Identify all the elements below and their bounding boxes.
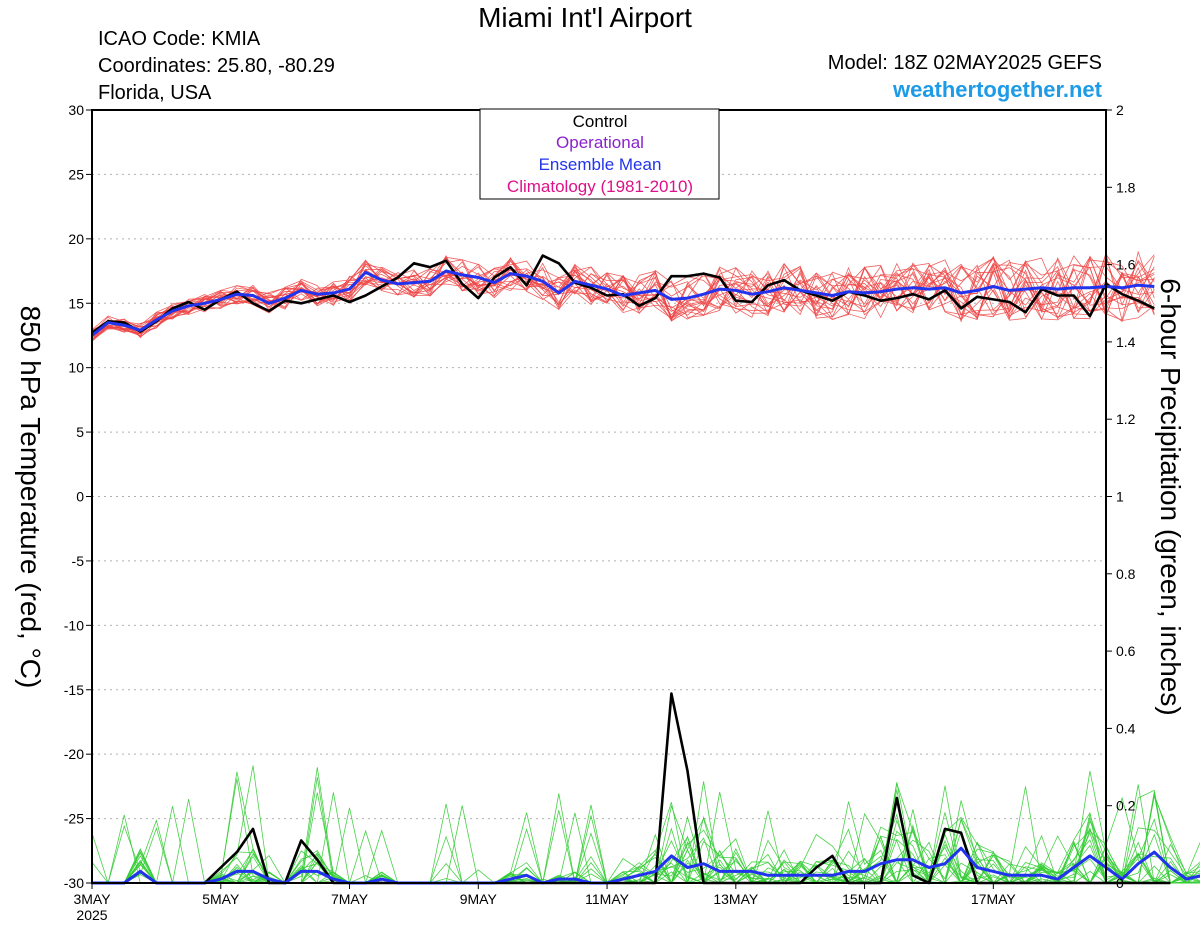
y-tick-label-right: 1.8: [1116, 179, 1136, 195]
ensemble-members-precipitation: [91, 765, 1200, 885]
model-run: Model: 18Z 02MAY2025 GEFS: [827, 52, 1102, 74]
x-tick-label: 3MAY: [73, 891, 111, 907]
y-tick-label-left: 5: [76, 424, 84, 440]
y-tick-label-left: -20: [64, 746, 84, 762]
coordinates: Coordinates: 25.80, -80.29: [98, 55, 335, 77]
precipitation-member-line: [92, 771, 1200, 885]
y-axis-label-left: 850 hPa Temperature (red, °C): [15, 305, 46, 689]
precipitation-member-line: [91, 777, 1200, 885]
temperature-member-line: [91, 254, 1155, 337]
y-tick-label-left: -15: [64, 682, 84, 698]
y-tick-label-left: 25: [68, 166, 84, 182]
temperature-member-line: [91, 263, 1155, 341]
y-tick-label-right: 1.4: [1116, 334, 1136, 350]
temperature-member-line: [91, 259, 1155, 342]
y-tick-label-left: -5: [72, 553, 85, 569]
y-tick-label-left: 30: [68, 102, 84, 118]
y-tick-label-right: 0: [1116, 875, 1124, 891]
y-tick-label-right: 0.2: [1116, 798, 1136, 814]
plot-frame: [91, 109, 1107, 884]
y-tick-label-left: 10: [68, 360, 84, 376]
x-tick-label: 17MAY: [971, 891, 1017, 907]
ensemble-mean-temperature-line: [91, 269, 1155, 337]
y-tick-label-right: 0.8: [1116, 566, 1136, 582]
main-series: [91, 254, 1200, 885]
temperature-member-line: [91, 255, 1155, 339]
y-tick-label-right: 0.6: [1116, 643, 1136, 659]
region: Florida, USA: [98, 82, 212, 104]
y-tick-label-right: 1.6: [1116, 257, 1136, 273]
y-tick-label-left: 0: [76, 489, 84, 505]
legend-box: [479, 108, 720, 200]
x-tick-sublabel: 2025: [76, 907, 107, 923]
legend-ensemble-mean: Ensemble Mean: [539, 155, 662, 174]
precipitation-member-line: [92, 800, 1200, 885]
x-tick-label: 9MAY: [460, 891, 498, 907]
y-tick-label-right: 2: [1116, 102, 1124, 118]
y-tick-label-left: 20: [68, 231, 84, 247]
temperature-member-line: [91, 263, 1155, 333]
chart-title: Miami Int'l Airport: [478, 2, 692, 33]
left-axis: 30 25 20 15 10 5 0 -5 -10 -15 -20 -25 -30: [64, 102, 92, 891]
x-tick-label: 15MAY: [842, 891, 888, 907]
y-tick-label-left: -25: [64, 811, 84, 827]
precipitation-member-line: [92, 771, 1200, 884]
temperature-member-line: [91, 254, 1155, 331]
x-tick-label: 7MAY: [331, 891, 369, 907]
y-tick-label-left: -30: [64, 875, 84, 891]
temperature-member-line: [91, 250, 1155, 331]
y-axis-label-right: 6-hour Precipitation (green, inches): [1155, 278, 1186, 716]
legend-control: Control: [573, 112, 628, 131]
icao-code: ICAO Code: KMIA: [98, 28, 261, 50]
y-tick-label-right: 1: [1116, 489, 1124, 505]
precipitation-member-line: [92, 794, 1200, 884]
y-tick-label-left: 15: [68, 295, 84, 311]
x-tick-label: 13MAY: [713, 891, 759, 907]
legend: Control Operational Ensemble Mean Climat…: [479, 108, 720, 200]
x-tick-label: 5MAY: [202, 891, 240, 907]
y-tick-label-left: -10: [64, 617, 84, 633]
y-tick-label-right: 1.2: [1116, 411, 1136, 427]
precipitation-member-line: [92, 793, 1200, 884]
grid-lines: [92, 109, 1106, 884]
temperature-member-line: [91, 255, 1155, 338]
legend-climatology: Climatology (1981-2010): [507, 177, 693, 196]
right-axis: 2 1.8 1.6 1.4 1.2 1 0.8 0.6 0.4 0.2 0: [1106, 102, 1136, 891]
y-tick-label-right: 0.4: [1116, 720, 1136, 736]
ensemble-mean-precipitation-line: [92, 846, 1200, 885]
x-tick-label: 11MAY: [585, 891, 629, 907]
legend-operational: Operational: [556, 133, 644, 152]
site-link[interactable]: weathertogether.net: [892, 77, 1102, 102]
